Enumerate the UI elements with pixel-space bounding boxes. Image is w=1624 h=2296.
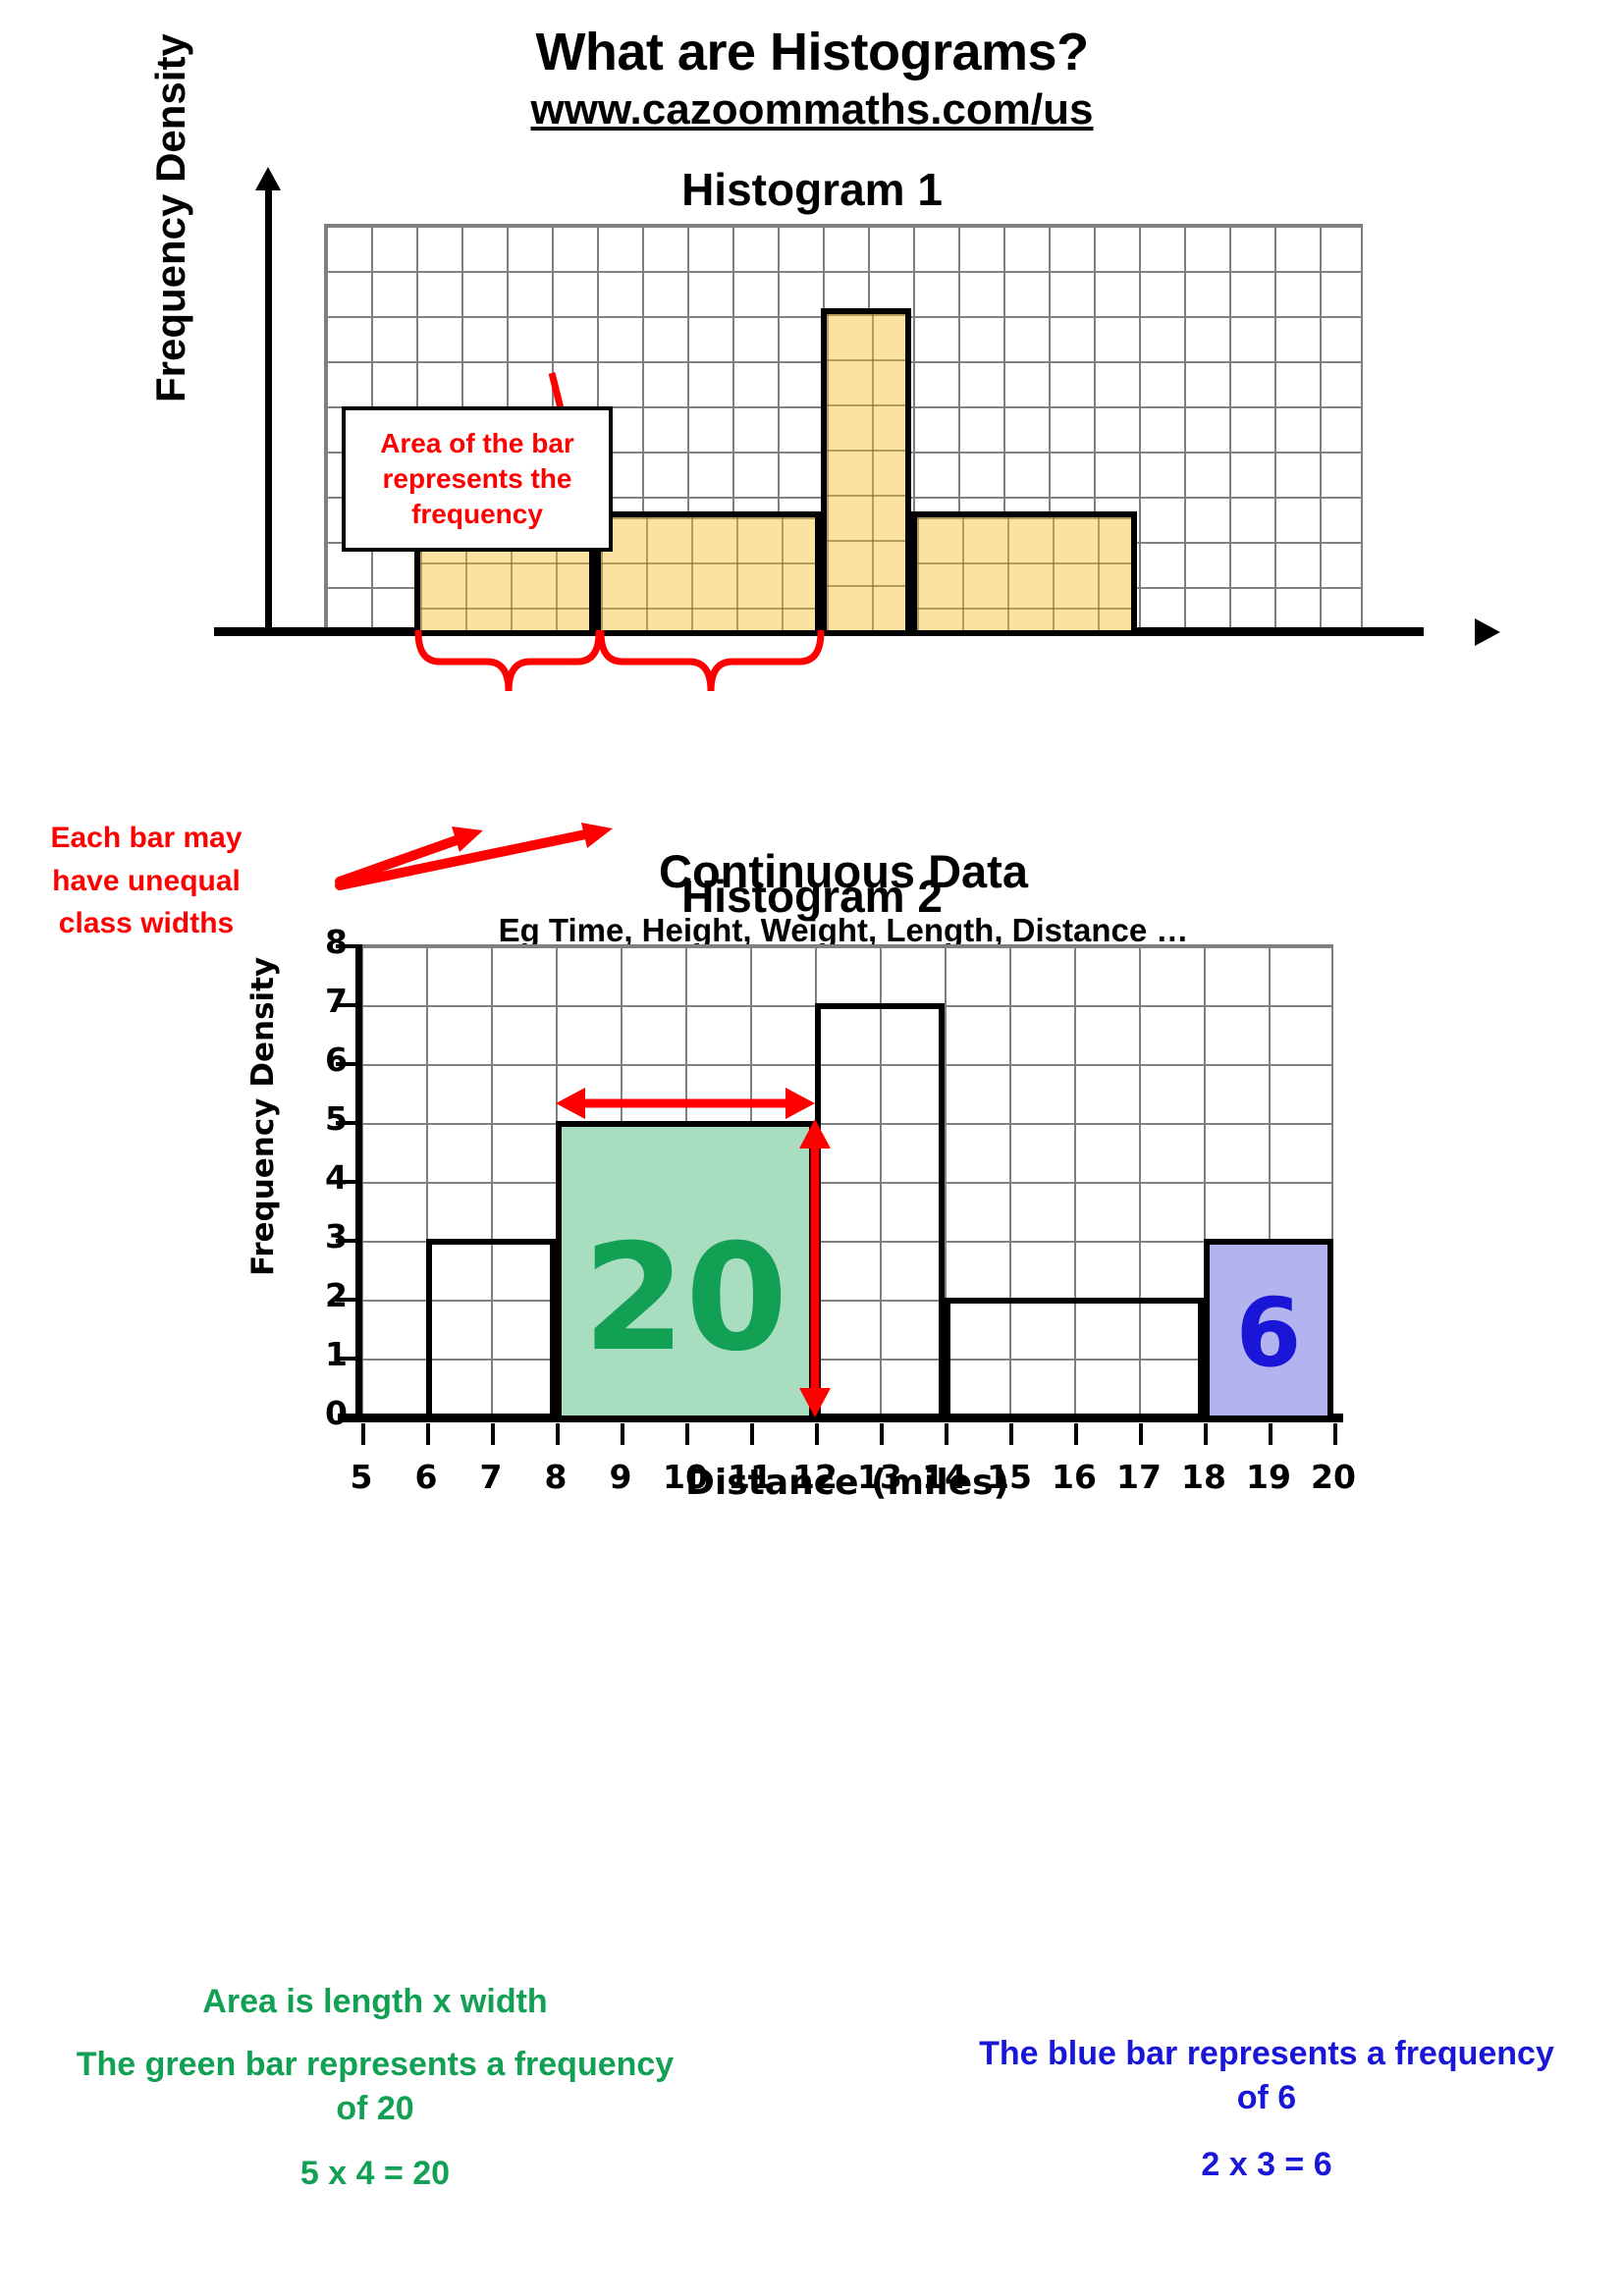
x-tick-label-19: 19 <box>1246 1458 1291 1496</box>
x-tick-label-9: 9 <box>609 1458 632 1496</box>
red-note-line-3: class widths <box>58 907 235 939</box>
x-tick-label-17: 17 <box>1116 1458 1162 1496</box>
callout-line-3: frequency <box>411 498 543 529</box>
bar-inner-gridlines <box>827 314 905 630</box>
blue-note-line-1: The blue bar represents a frequency of 6 <box>979 2035 1554 2116</box>
histogram-2-y-axis-label: Frequency Density <box>245 956 281 1276</box>
histogram-1-bar-2 <box>595 511 821 630</box>
x-tick-10 <box>685 1423 689 1445</box>
green-note-line-3: 5 x 4 = 20 <box>299 2154 451 2192</box>
y-tick-label-0: 0 <box>325 1394 348 1432</box>
green-bar-frequency-label: 20 <box>582 1213 788 1384</box>
y-tick-7 <box>336 1003 357 1007</box>
histogram-2-bar-18-to-20-blue: 6 <box>1204 1239 1333 1415</box>
bar-inner-gridlines <box>601 517 815 630</box>
y-tick-3 <box>336 1239 357 1243</box>
histogram-2-bar-8-to-12-green: 20 <box>556 1121 815 1415</box>
y-tick-8 <box>336 944 357 948</box>
x-tick-17 <box>1139 1423 1143 1445</box>
x-tick-label-20: 20 <box>1311 1458 1356 1496</box>
page-header: What are Histograms? www.cazoommaths.com… <box>0 24 1624 136</box>
blue-bar-explanation: The blue bar represents a frequency of 6… <box>962 2032 1571 2184</box>
histogram-2-x-axis-label: Distance (miles) <box>684 1463 1009 1503</box>
x-tick-9 <box>621 1423 624 1445</box>
green-bar-explanation: Area is length x width The green bar rep… <box>61 1983 689 2193</box>
page-title: What are Histograms? <box>535 23 1089 81</box>
x-tick-label-7: 7 <box>479 1458 503 1496</box>
x-tick-7 <box>491 1423 495 1445</box>
callout-line-1: Area of the bar <box>380 428 574 459</box>
x-tick-label-13: 13 <box>857 1458 902 1496</box>
x-tick-label-14: 14 <box>922 1458 967 1496</box>
class-width-braces <box>414 630 825 692</box>
histogram-1-title: Histogram 1 <box>681 164 943 215</box>
y-axis-arrow-icon <box>255 167 281 190</box>
y-tick-label-2: 2 <box>325 1276 348 1314</box>
y-tick-5 <box>336 1121 357 1125</box>
y-tick-label-6: 6 <box>325 1041 348 1079</box>
y-tick-label-4: 4 <box>325 1158 348 1197</box>
x-tick-label-18: 18 <box>1181 1458 1226 1496</box>
histogram-2-bar-6-to-8 <box>426 1239 556 1415</box>
y-tick-label-5: 5 <box>325 1099 348 1138</box>
histogram-1-y-axis-line <box>265 181 272 632</box>
x-tick-label-8: 8 <box>544 1458 568 1496</box>
green-note-line-2: The green bar represents a frequency of … <box>76 2046 675 2127</box>
y-tick-1 <box>336 1357 357 1361</box>
y-tick-label-8: 8 <box>325 923 348 961</box>
blue-note-line-2: 2 x 3 = 6 <box>1201 2145 1332 2183</box>
histogram-2-title: Histogram 2 <box>681 871 943 922</box>
histogram-2-x-axis-line <box>338 1414 1343 1422</box>
histogram-1-bar-4 <box>911 511 1137 630</box>
y-tick-2 <box>336 1298 357 1302</box>
x-tick-5 <box>361 1423 365 1445</box>
continuous-data-examples: Eg Time, Height, Weight, Length, Distanc… <box>498 912 1189 948</box>
site-url-link[interactable]: www.cazoommaths.com/us <box>530 85 1094 134</box>
bar-inner-gridlines <box>917 517 1131 630</box>
x-tick-label-10: 10 <box>663 1458 708 1496</box>
y-tick-label-7: 7 <box>325 982 348 1020</box>
x-tick-18 <box>1204 1423 1208 1445</box>
x-tick-11 <box>750 1423 754 1445</box>
histogram-1-bar-3 <box>821 308 911 630</box>
histogram-1-caption: Continuous Data Eg Time, Height, Weight,… <box>324 844 1363 949</box>
x-tick-label-12: 12 <box>792 1458 838 1496</box>
x-tick-19 <box>1269 1423 1272 1445</box>
x-tick-label-6: 6 <box>414 1458 438 1496</box>
blue-bar-frequency-label: 6 <box>1235 1278 1302 1388</box>
x-tick-13 <box>880 1423 884 1445</box>
x-tick-14 <box>945 1423 948 1445</box>
x-tick-15 <box>1009 1423 1013 1445</box>
x-axis-arrow-icon <box>1475 618 1500 646</box>
x-tick-label-16: 16 <box>1052 1458 1097 1496</box>
callout-line-2: represents the <box>382 463 572 495</box>
x-tick-label-11: 11 <box>728 1458 773 1496</box>
green-bar-measurement-arrows <box>556 1088 831 1417</box>
x-tick-8 <box>556 1423 560 1445</box>
histogram-1-callout-box: Area of the bar represents the frequency <box>342 406 613 552</box>
histogram-2-y-axis-line <box>355 944 362 1421</box>
red-note-line-1: Each bar may <box>50 822 243 854</box>
x-tick-16 <box>1074 1423 1078 1445</box>
red-note-line-2: have unequal <box>52 864 241 897</box>
histogram-2-bar-14-to-18 <box>945 1298 1204 1415</box>
unequal-class-widths-note: Each bar may have unequal class widths <box>24 817 269 945</box>
green-note-line-1: Area is length x width <box>202 1983 548 2020</box>
x-tick-6 <box>426 1423 430 1445</box>
x-tick-12 <box>815 1423 819 1445</box>
unequal-width-arrows <box>335 823 613 890</box>
histogram-2-gridlines <box>361 944 1333 1415</box>
continuous-data-label: Continuous Data <box>659 845 1028 897</box>
histogram-2-section: Histogram 2 Frequency Density 8 7 6 5 4 … <box>0 864 1624 1551</box>
x-tick-20 <box>1333 1423 1337 1445</box>
histogram-1-y-axis-label: Frequency Density <box>147 33 193 402</box>
y-tick-label-1: 1 <box>325 1335 348 1373</box>
x-tick-label-5: 5 <box>350 1458 373 1496</box>
histogram-1-section: Histogram 1 Frequency Density Area of th… <box>0 33 1624 948</box>
y-tick-label-3: 3 <box>325 1217 348 1255</box>
y-tick-6 <box>336 1062 357 1066</box>
y-tick-4 <box>336 1180 357 1184</box>
x-tick-label-15: 15 <box>987 1458 1032 1496</box>
